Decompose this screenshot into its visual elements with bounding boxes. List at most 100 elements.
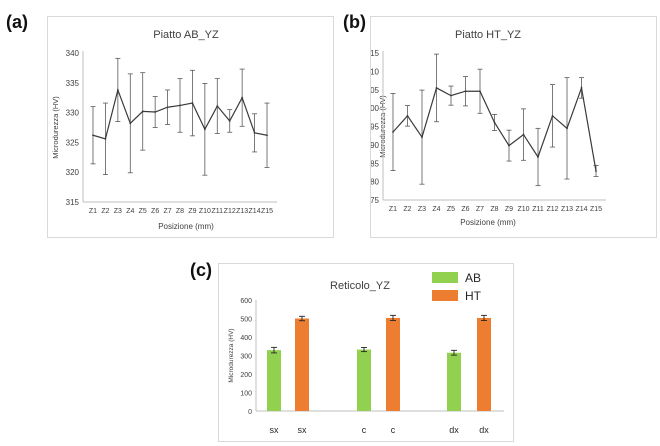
y-tick-label: 330: [66, 109, 80, 118]
x-tick-label: Z4: [432, 206, 440, 213]
data-point: [191, 102, 194, 104]
y-tick-label: 490: [371, 141, 380, 150]
bar-ht: [295, 318, 309, 411]
data-point: [537, 156, 539, 158]
bar-ht: [477, 317, 491, 411]
chart-title: Piatto AB_YZ: [153, 29, 219, 41]
data-point: [464, 90, 467, 93]
x-tick-label: Z5: [139, 208, 147, 215]
data-point: [129, 122, 132, 125]
data-point: [551, 114, 554, 117]
y-tick-label: 100: [240, 391, 252, 398]
data-point: [435, 87, 438, 89]
data-point: [104, 137, 107, 140]
y-axis-label: Microdurezza (HV): [228, 328, 235, 382]
data-point: [203, 128, 206, 131]
x-tick-label: dx: [479, 425, 489, 435]
data-point: [493, 121, 496, 124]
chart-title: Reticolo_YZ: [330, 280, 390, 292]
data-point: [241, 96, 244, 99]
x-tick-label: Z9: [188, 208, 196, 215]
data-point: [216, 105, 219, 107]
x-axis-label: Posizione (mm): [158, 222, 214, 231]
data-point: [421, 136, 423, 139]
data-point: [266, 134, 268, 137]
x-axis-label: Posizione (mm): [460, 218, 516, 227]
x-tick-label: Z13: [236, 208, 248, 215]
data-point: [392, 131, 394, 133]
data-point: [179, 104, 181, 107]
x-tick-label: Z10: [199, 208, 211, 215]
panel-label-b: (b): [343, 12, 366, 32]
data-point: [253, 131, 256, 134]
y-tick-label: 0: [248, 409, 252, 416]
data-point: [406, 114, 409, 117]
y-tick-label: 300: [240, 354, 252, 361]
x-tick-label: Z11: [532, 206, 544, 213]
x-tick-label: Z6: [151, 208, 159, 215]
y-tick-label: 500: [240, 317, 252, 324]
legend-label-ab: AB: [465, 271, 481, 285]
x-tick-label: Z7: [163, 208, 171, 215]
bar-ab: [447, 352, 461, 411]
y-tick-label: 200: [240, 372, 252, 379]
data-point: [166, 106, 169, 109]
x-tick-label: Z2: [403, 206, 411, 213]
x-tick-label: sx: [298, 425, 308, 435]
y-tick-label: 335: [66, 79, 80, 88]
data-point: [116, 89, 119, 91]
y-tick-label: 320: [66, 168, 80, 177]
chart-title: Piatto HT_YZ: [455, 29, 521, 41]
x-tick-label: c: [391, 425, 396, 435]
x-tick-label: Z14: [575, 206, 587, 213]
data-point: [92, 134, 94, 137]
y-tick-label: 500: [371, 104, 380, 113]
bar-ht: [386, 317, 400, 411]
x-tick-label: Z6: [461, 206, 469, 213]
x-tick-label: Z10: [517, 206, 529, 213]
x-tick-label: Z1: [89, 208, 97, 215]
x-tick-label: Z11: [212, 208, 224, 215]
y-tick-label: 315: [66, 198, 80, 207]
x-tick-label: Z1: [389, 206, 397, 213]
panel-label-c: (c): [190, 260, 212, 280]
legend-label-ht: HT: [465, 289, 482, 303]
data-point: [141, 110, 144, 113]
data-point: [595, 170, 597, 172]
data-point: [522, 133, 525, 136]
x-tick-label: Z4: [126, 208, 134, 215]
chart-a-frame: Piatto AB_YZ Posizione (mm) Microdurezza (…: [47, 16, 334, 238]
x-tick-label: Z15: [261, 208, 273, 215]
y-tick-label: 480: [371, 178, 380, 187]
y-tick-label: 510: [371, 67, 380, 76]
x-tick-label: Z8: [490, 206, 498, 213]
x-tick-label: Z2: [101, 208, 109, 215]
y-tick-label: 600: [240, 298, 252, 305]
x-tick-label: Z8: [176, 208, 184, 215]
bar-ab: [357, 349, 371, 411]
bar-ab: [267, 350, 281, 411]
data-point: [154, 111, 157, 113]
x-tick-label: c: [362, 425, 367, 435]
x-tick-label: Z9: [505, 206, 513, 213]
panel-label-a: (a): [6, 12, 28, 32]
data-point: [580, 87, 583, 89]
chart-c: Reticolo_YZ Microdurezza (HV) 0 100 200 300 40…: [228, 271, 504, 435]
y-tick-label: 495: [371, 123, 380, 132]
x-tick-label: Z3: [114, 208, 122, 215]
x-tick-label: Z15: [590, 206, 602, 213]
chart-a: Piatto AB_YZ Posizione (mm) Microdurezza (…: [51, 29, 277, 231]
data-point: [450, 94, 452, 97]
legend-swatch-ab: [432, 272, 458, 283]
y-axis-label: Microdurezza (HV): [51, 96, 60, 159]
x-tick-label: Z13: [561, 206, 573, 213]
y-tick-label: 485: [371, 159, 380, 168]
y-tick-label: 475: [371, 196, 380, 205]
data-point: [508, 144, 510, 147]
data-point: [479, 90, 481, 93]
y-tick-label: 400: [240, 335, 252, 342]
x-tick-label: Z5: [447, 206, 455, 213]
x-tick-label: Z14: [249, 208, 261, 215]
